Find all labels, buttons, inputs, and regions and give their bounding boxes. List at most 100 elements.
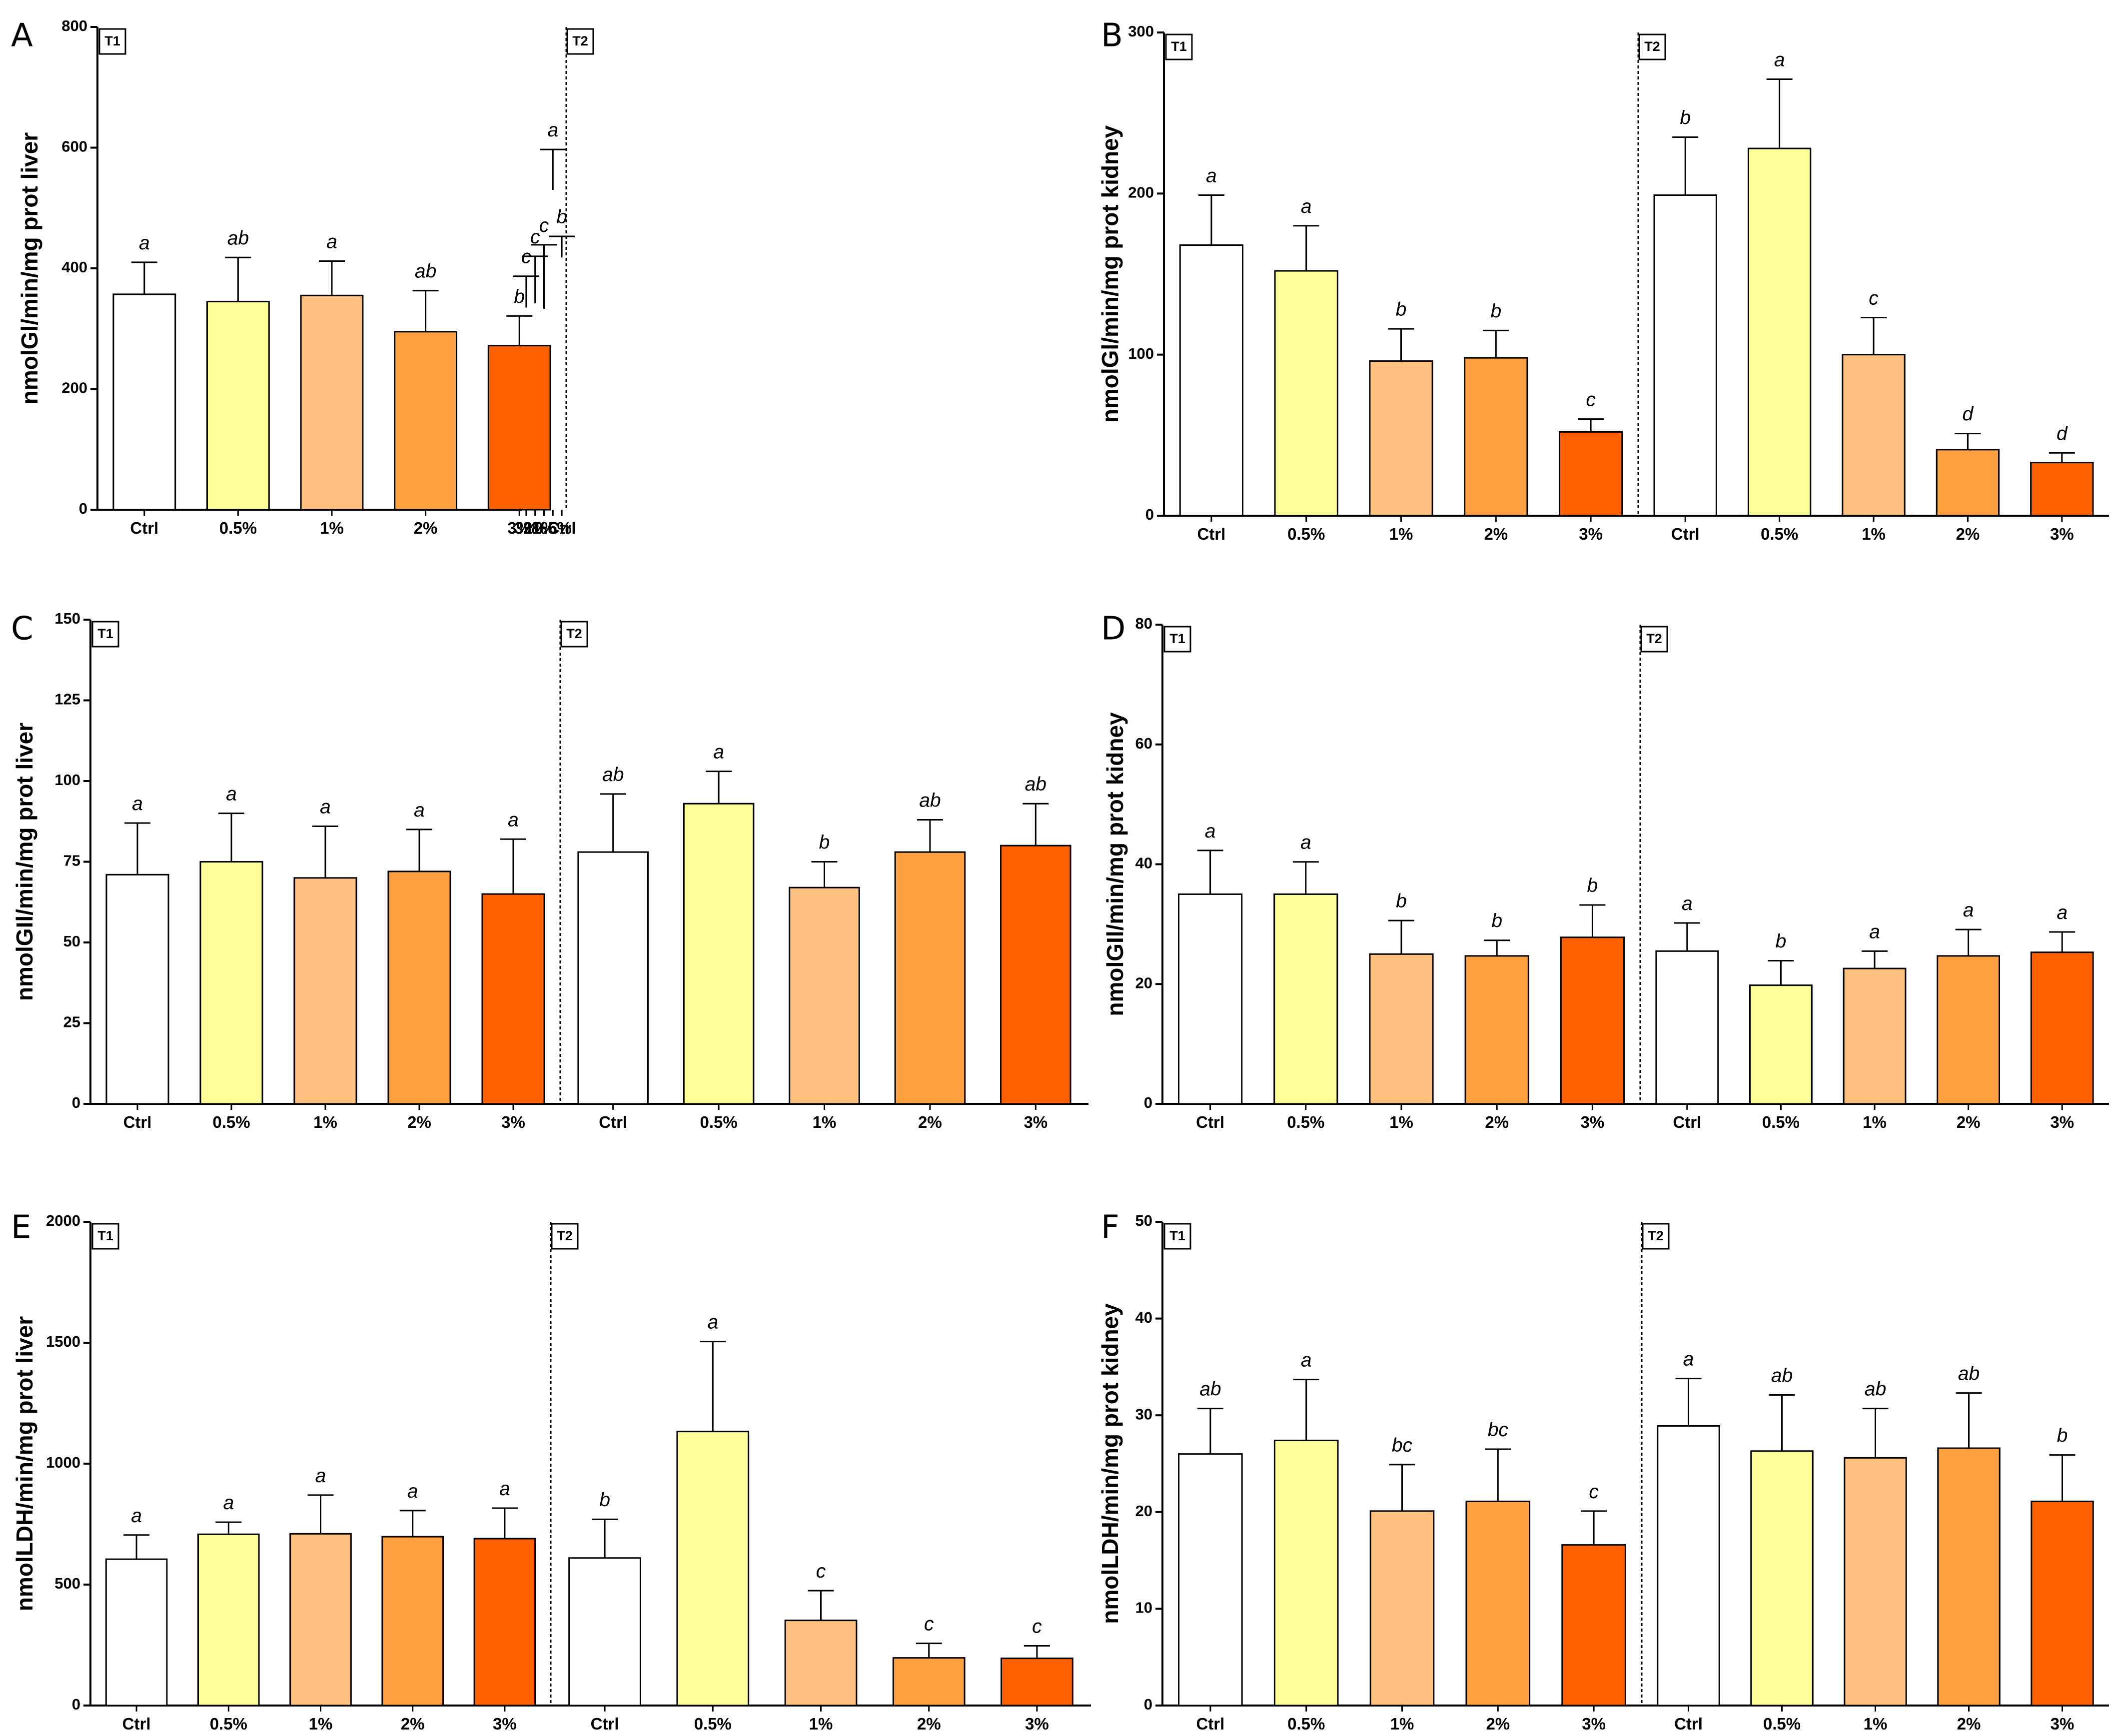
- bar-group: a Ctrl: [105, 793, 169, 1131]
- y-tick-label: 100: [54, 771, 80, 789]
- bar: [784, 1620, 858, 1707]
- x-tick-label: 2%: [407, 1113, 431, 1131]
- x-tick-label: 3%: [1579, 525, 1603, 543]
- bar-group: b 3%: [2031, 1425, 2094, 1733]
- x-tick-label: 1%: [1389, 1113, 1413, 1131]
- y-tick-label: 200: [1128, 184, 1154, 201]
- x-tick-label: 2%: [1484, 525, 1508, 543]
- significance-letter: b: [1396, 890, 1407, 912]
- bar-group: bc 1%: [1369, 1435, 1435, 1733]
- significance-letter: ab: [1958, 1363, 1980, 1385]
- significance-letter: ab: [227, 227, 249, 249]
- group-label-t2: T2: [1640, 626, 1668, 653]
- bar: [289, 1533, 352, 1707]
- bar-group: b 1%: [1369, 890, 1434, 1131]
- y-tick-label: 0: [1144, 1696, 1152, 1713]
- y-tick-label: 0: [1145, 506, 1154, 523]
- group-label-t1: T1: [1163, 1223, 1191, 1250]
- significance-letter: a: [508, 809, 519, 831]
- y-tick-label: 20: [1135, 974, 1152, 991]
- bar: [473, 1538, 536, 1707]
- x-tick-label: 2%: [523, 519, 547, 537]
- bar: [1655, 950, 1719, 1105]
- bar: [105, 873, 169, 1105]
- bar-group: a Ctrl: [1179, 165, 1244, 543]
- significance-letter: bc: [1392, 1435, 1413, 1456]
- bar-group: ab 1%: [1844, 1379, 1907, 1733]
- bar: [2031, 1501, 2094, 1707]
- group-label-text: T1: [104, 33, 120, 48]
- significance-letter: c: [816, 1561, 826, 1582]
- bar-group: ab Ctrl: [577, 764, 649, 1131]
- x-tick-label: Ctrl: [130, 519, 158, 537]
- bar: [112, 293, 176, 511]
- significance-letter: a: [1301, 196, 1312, 217]
- bar: [568, 1557, 641, 1707]
- y-tick-label: 125: [54, 691, 80, 708]
- x-tick-label: 2%: [1485, 1113, 1509, 1131]
- bar-group: a 0.5%: [1273, 1350, 1339, 1733]
- bar-group: a Ctrl: [105, 1505, 168, 1733]
- significance-letter: b: [599, 1489, 610, 1511]
- bar-group: a 0.5%: [199, 784, 263, 1131]
- bar: [1179, 244, 1244, 517]
- significance-letter: a: [1869, 921, 1880, 942]
- significance-letter: bc: [1488, 1419, 1509, 1441]
- y-axis-label: nmolLDH/min/mg prot liver: [11, 1316, 37, 1611]
- x-tick-label: Ctrl: [1196, 1715, 1224, 1733]
- group-label-text: T2: [566, 626, 582, 641]
- x-tick-label: 2%: [1486, 1715, 1510, 1733]
- bar: [676, 1431, 750, 1707]
- group-label-box: [91, 1223, 119, 1250]
- bar-group: a 1%: [1843, 921, 1907, 1131]
- bar: [105, 1558, 168, 1707]
- y-tick-label: 75: [63, 852, 80, 869]
- y-tick-label: 0: [79, 500, 87, 517]
- y-axis-label: nmolGIl/min/mg prot liver: [11, 723, 37, 1001]
- bar: [1464, 955, 1529, 1105]
- bar-group: a 1%: [289, 1465, 352, 1733]
- bar: [1178, 1453, 1243, 1707]
- significance-letter: b: [1396, 299, 1407, 320]
- x-tick-label: 1%: [1390, 1715, 1414, 1733]
- significance-letter: a: [713, 742, 724, 763]
- x-tick-label: 2%: [1957, 1113, 1981, 1131]
- bar: [577, 851, 649, 1105]
- significance-letter: d: [1963, 404, 1974, 425]
- x-tick-label: 0.5%: [1287, 1715, 1325, 1733]
- bar-group: a 0.5%: [676, 1312, 750, 1733]
- y-axis-label: nmolGl/min/mg prot kidney: [1097, 125, 1123, 423]
- significance-letter: a: [407, 1481, 418, 1502]
- bar: [1000, 845, 1071, 1105]
- bar-group: c 1%: [531, 215, 557, 537]
- bar-group: a 2%: [387, 800, 451, 1131]
- group-label-text: T1: [1169, 631, 1185, 646]
- bar-group: b Ctrl: [568, 1489, 641, 1733]
- bar: [1844, 1457, 1907, 1707]
- x-tick-label: Ctrl: [1197, 525, 1225, 543]
- y-axis-label: nmolLDH/min/mg prot kidney: [1097, 1303, 1123, 1624]
- bar: [1369, 360, 1433, 517]
- bar: [1558, 431, 1623, 517]
- bar-group: a 0.5%: [1273, 832, 1338, 1131]
- significance-letter: ab: [1025, 774, 1047, 795]
- group-label-t1: T1: [91, 621, 119, 648]
- y-tick-label: 80: [1135, 615, 1152, 632]
- y-tick-label: 0: [72, 1696, 80, 1713]
- bar: [1749, 984, 1813, 1105]
- bar-group: c 3%: [1001, 1616, 1073, 1733]
- bar-group: b 2%: [1464, 300, 1528, 543]
- bar-group: c 2%: [522, 226, 548, 537]
- significance-letter: a: [1963, 899, 1974, 921]
- y-tick-label: 40: [1135, 855, 1152, 872]
- bar: [387, 870, 451, 1105]
- group-label-t1: T1: [91, 1223, 119, 1250]
- group-label-box: [560, 621, 588, 648]
- y-tick-label: 500: [54, 1575, 80, 1592]
- significance-letter: a: [499, 1478, 510, 1500]
- x-tick-label: 3%: [514, 519, 538, 537]
- bar: [1369, 953, 1434, 1105]
- significance-letter: c: [1586, 389, 1596, 411]
- x-tick-label: 1%: [1389, 525, 1413, 543]
